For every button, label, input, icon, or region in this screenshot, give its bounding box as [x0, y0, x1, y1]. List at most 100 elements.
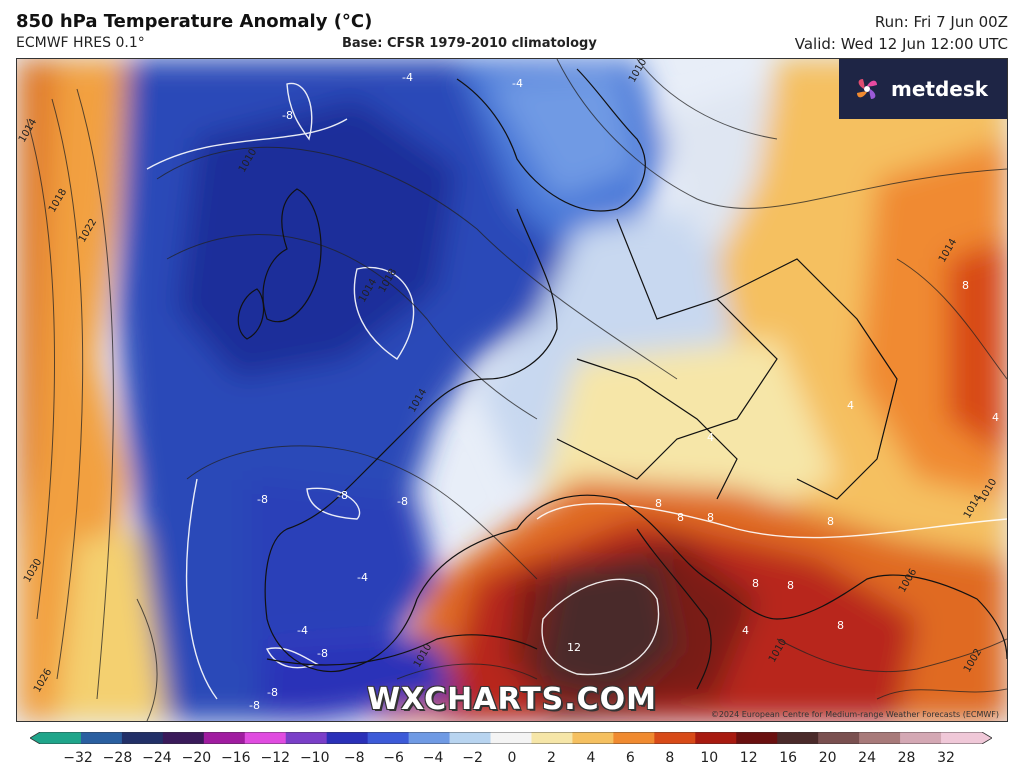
climatology-base: Base: CFSR 1979-2010 climatology — [342, 36, 597, 51]
colorbar-tick-label: 6 — [625, 750, 635, 766]
colorbar-tick-label: −24 — [142, 750, 172, 766]
anomaly-label: -8 — [267, 686, 278, 699]
colorbar-tick-label: 32 — [937, 750, 955, 766]
anomaly-label: -4 — [402, 71, 413, 84]
anomaly-label: -8 — [282, 109, 293, 122]
colorbar-tick-label: −8 — [343, 750, 365, 766]
colorbar-tick-label: −4 — [422, 750, 444, 766]
colorbar-labels: −32 −28 −24 −20 −16 −12 −10 −8 −6 −4 −2 0 2 4 6 8 10 12 16… — [0, 750, 1024, 770]
isobar-label: 1014 — [937, 236, 960, 265]
anomaly-label: 8 — [827, 515, 834, 528]
anomaly-label: 8 — [837, 619, 844, 632]
colorbar-segment — [941, 732, 983, 744]
colorbar-tick-label: 24 — [858, 750, 876, 766]
colorbar-segment — [408, 732, 451, 744]
colorbar — [30, 732, 992, 744]
colorbar-tick-label: −28 — [102, 750, 133, 766]
anomaly-label: 8 — [787, 579, 794, 592]
anomaly-label: 4 — [742, 624, 749, 637]
colorbar-segment — [613, 732, 655, 744]
colorbar-tick-label: −2 — [462, 750, 483, 766]
colorbar-tick-label: 12 — [739, 750, 758, 766]
anomaly-label: 4 — [847, 399, 854, 412]
colorbar-segment — [818, 732, 860, 744]
coastlines — [237, 68, 1007, 690]
colorbar-segment — [449, 732, 492, 744]
isobar-label: 1010 — [977, 476, 1000, 505]
anomaly-label: 4 — [992, 411, 999, 424]
anomaly-label: -8 — [317, 647, 328, 660]
anomaly-contours — [146, 82, 1007, 700]
colorbar-tick-label: 20 — [818, 750, 837, 766]
valid-time: Valid: Wed 12 Jun 12:00 UTC — [794, 35, 1008, 53]
anomaly-label: 12 — [567, 641, 581, 654]
isobar-label: 1002 — [962, 646, 985, 675]
colorbar-segment — [367, 732, 410, 744]
colorbar-min-arrow — [30, 732, 40, 744]
metdesk-logo-text: metdesk — [891, 77, 989, 101]
isobar-label: 1018 — [47, 186, 70, 215]
anomaly-label: -4 — [512, 77, 523, 90]
model-name: ECMWF HRES 0.1° — [16, 35, 145, 51]
anomaly-label: 8 — [655, 497, 662, 510]
anomaly-map[interactable]: 1010 1014 1018 1022 1010 1014 1018 1014 1026 1030… — [16, 58, 1008, 722]
colorbar-segment — [40, 732, 82, 744]
anomaly-field — [17, 59, 1007, 721]
colorbar-segment — [859, 732, 901, 744]
colorbar-tick-label: 10 — [700, 750, 719, 766]
anomaly-label: 8 — [707, 511, 714, 524]
colorbar-segment — [572, 732, 614, 744]
isobar-label: 1030 — [22, 556, 45, 585]
colorbar-segment — [900, 732, 942, 744]
colorbar-tick-label: −12 — [260, 750, 291, 766]
isobar-label: 1014 — [17, 116, 40, 145]
anomaly-label: -4 — [297, 624, 308, 637]
anomaly-label: -8 — [257, 493, 268, 506]
isobar-label: 1010 — [767, 636, 790, 665]
pinwheel-icon — [857, 79, 877, 99]
colorbar-tick-label: −16 — [221, 750, 251, 766]
metdesk-logo: metdesk — [839, 59, 1007, 119]
anomaly-label: 8 — [677, 511, 684, 524]
anomaly-label: 8 — [962, 279, 969, 292]
isobar-contours — [26, 59, 1007, 721]
colorbar-tick-label: −6 — [383, 750, 404, 766]
run-time: Run: Fri 7 Jun 00Z — [874, 13, 1008, 31]
colorbar-segment — [531, 732, 574, 744]
colorbar-segment — [203, 732, 246, 744]
anomaly-label: -8 — [397, 495, 408, 508]
colorbar-segment — [121, 732, 164, 744]
colorbar-segment — [654, 732, 696, 744]
colorbar-tick-label: 4 — [586, 750, 596, 766]
colorbar-segment — [244, 732, 287, 744]
colorbar-segment — [285, 732, 328, 744]
anomaly-label: 4 — [707, 431, 714, 444]
copyright-notice: ©2024 European Centre for Medium-range W… — [710, 710, 999, 719]
anomaly-label: -4 — [357, 571, 368, 584]
map-title: 850 hPa Temperature Anomaly (°C) — [16, 11, 373, 32]
colorbar-segment — [80, 732, 123, 744]
colorbar-tick-label: −10 — [299, 750, 330, 766]
colorbar-tick-label: 28 — [897, 750, 916, 766]
colorbar-tick-label: 2 — [546, 750, 556, 766]
map-labels: 1010 1014 1018 1022 1010 1014 1018 1014 1026 1030… — [17, 59, 1007, 721]
anomaly-label: 8 — [752, 577, 759, 590]
colorbar-segment — [736, 732, 778, 744]
colorbar-tick-label: 16 — [779, 750, 798, 766]
colorbar-tick-label: 0 — [507, 750, 517, 766]
colorbar-segment — [326, 732, 369, 744]
colorbar-segment — [490, 732, 533, 744]
colorbar-max-arrow — [982, 732, 992, 744]
colorbar-segment — [695, 732, 737, 744]
watermark: WXCHARTS.COM — [366, 682, 658, 717]
isobar-label: 1014 — [407, 386, 430, 415]
isobar-label: 1010 — [237, 146, 260, 175]
isobar-label: 1014 — [357, 276, 380, 305]
map-canvas — [17, 59, 1007, 721]
colorbar-tick-label: −32 — [63, 750, 93, 766]
isobar-label: 1006 — [897, 566, 920, 595]
isobar-label: 1010 — [627, 58, 650, 85]
colorbar-tick-label: 8 — [665, 750, 675, 766]
isobar-label: 1010 — [412, 641, 435, 670]
colorbar-tick-label: −20 — [181, 750, 212, 766]
